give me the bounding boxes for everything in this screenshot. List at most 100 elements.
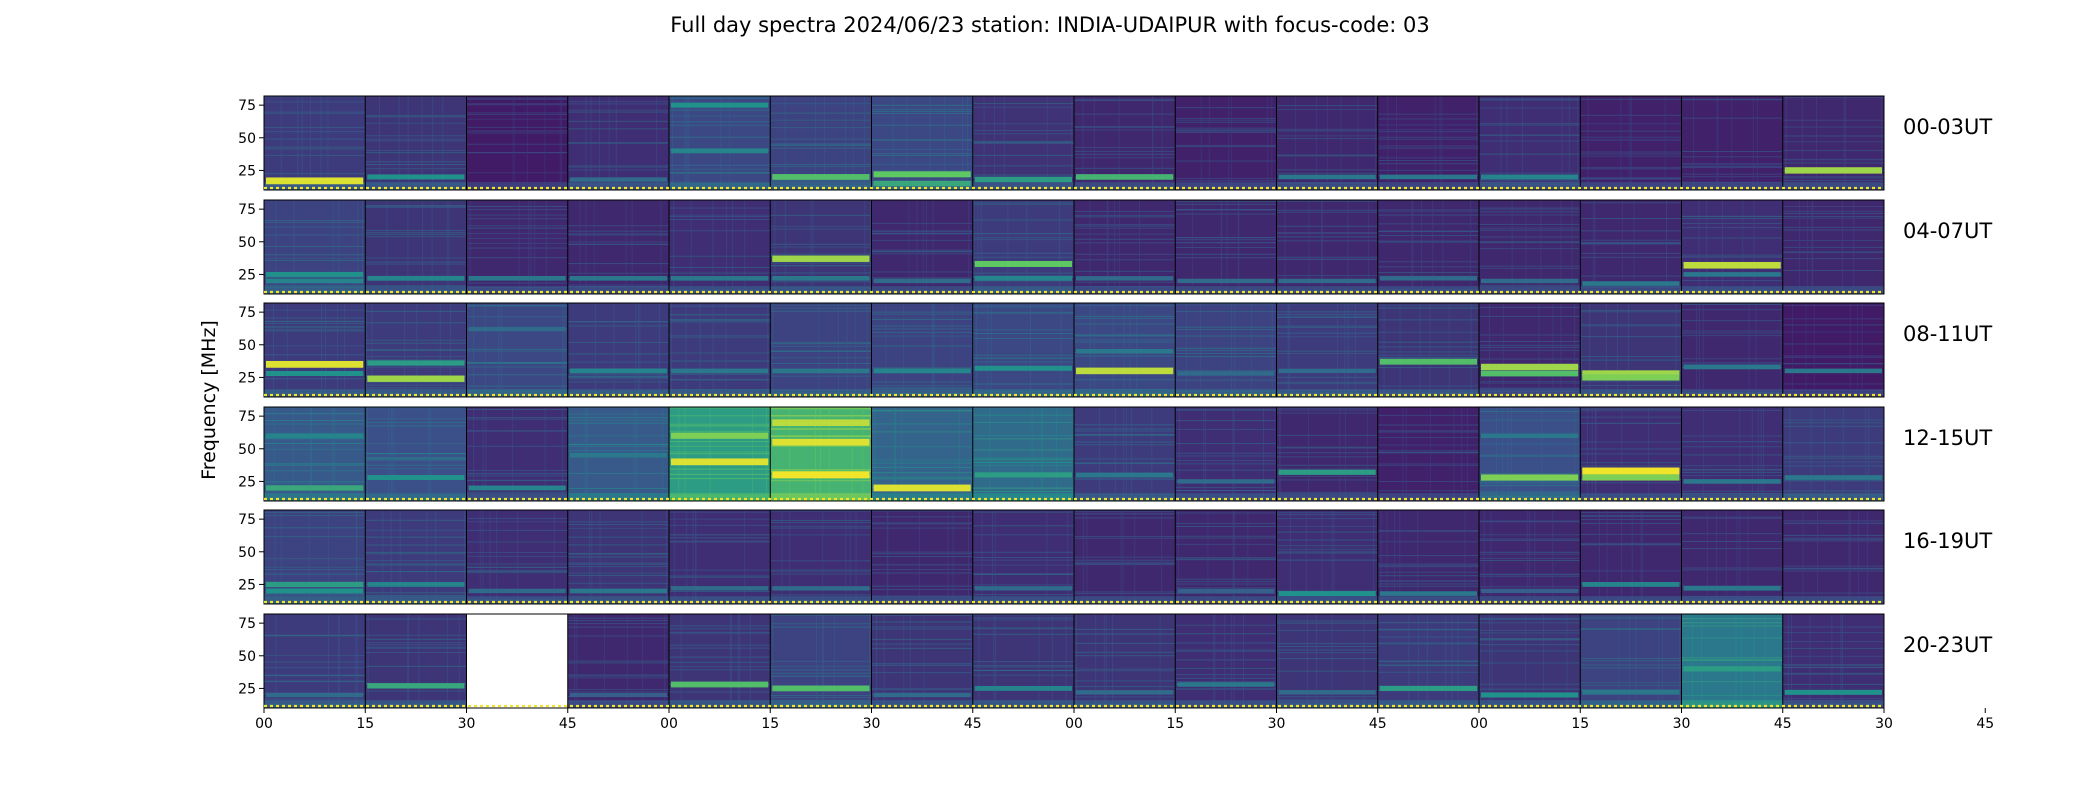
noise-line — [1107, 200, 1109, 294]
noise-line — [1529, 510, 1531, 604]
noise-line — [669, 314, 771, 316]
noise-line — [365, 359, 467, 361]
noise-line — [1276, 622, 1378, 624]
noise-line — [1134, 510, 1136, 604]
noise-line — [664, 614, 666, 708]
emission-band — [772, 276, 870, 281]
noise-line — [466, 551, 568, 553]
noise-line — [973, 200, 975, 294]
noise-line — [770, 181, 872, 183]
noise-line — [1479, 472, 1581, 474]
noise-line — [871, 595, 973, 597]
noise-line — [1305, 510, 1307, 604]
noise-line — [1479, 229, 1581, 231]
noise-line — [365, 519, 467, 521]
noise-line — [1479, 208, 1581, 210]
noise-line — [903, 303, 905, 397]
noise-line — [1620, 510, 1622, 604]
noise-line — [264, 322, 366, 324]
noise-line — [1479, 358, 1581, 360]
noise-line — [567, 325, 669, 327]
x-tick-label: 15 — [356, 716, 374, 732]
noise-line — [669, 511, 771, 513]
noise-line — [908, 200, 910, 294]
noise-line — [1055, 407, 1057, 501]
noise-line — [1552, 303, 1554, 397]
noise-line — [365, 553, 467, 555]
spectrum-panel — [264, 96, 366, 190]
noise-line — [730, 614, 732, 708]
noise-line — [1357, 96, 1359, 190]
panel-background — [1175, 96, 1277, 190]
noise-line — [567, 450, 669, 452]
noise-line — [1479, 683, 1581, 685]
noise-line — [871, 689, 973, 691]
noise-line — [625, 200, 627, 294]
emission-band — [1379, 276, 1477, 281]
noise-line — [1457, 614, 1459, 708]
noise-line — [1580, 218, 1682, 220]
noise-line — [1058, 200, 1060, 294]
noise-line — [1479, 650, 1581, 652]
noise-line — [466, 98, 568, 100]
noise-line — [1074, 591, 1176, 593]
spectrum-panel — [365, 303, 467, 397]
noise-line — [871, 431, 973, 433]
noise-line — [1344, 407, 1346, 501]
emission-band — [1481, 174, 1579, 180]
noise-line — [770, 435, 872, 437]
noise-line — [669, 445, 771, 447]
noise-line — [1543, 614, 1545, 708]
noise-line — [1367, 200, 1369, 294]
noise-line — [466, 233, 568, 235]
noise-line — [789, 510, 791, 604]
noise-line — [871, 124, 973, 126]
spectrum-panel — [1074, 510, 1176, 604]
noise-line — [1267, 96, 1269, 190]
noise-line — [1276, 232, 1378, 234]
noise-floor — [1782, 286, 1884, 294]
noise-line — [1502, 303, 1504, 397]
noise-line — [1175, 213, 1277, 215]
noise-line — [404, 303, 406, 397]
noise-line — [1230, 303, 1232, 397]
noise-line — [932, 303, 934, 397]
noise-line — [367, 614, 369, 708]
noise-line — [967, 510, 969, 604]
noise-line — [972, 272, 1074, 274]
noise-line — [1276, 614, 1278, 708]
noise-line — [1681, 256, 1783, 258]
noise-line — [526, 96, 528, 190]
noise-line — [1881, 96, 1883, 190]
spectrum-panel — [1580, 200, 1682, 294]
noise-line — [972, 106, 1074, 108]
noise-line — [567, 662, 669, 664]
noise-line — [466, 569, 568, 571]
noise-line — [1782, 205, 1884, 207]
noise-line — [892, 96, 894, 190]
noise-line — [1580, 543, 1682, 545]
noise-line — [1782, 632, 1884, 634]
noise-line — [1175, 146, 1277, 148]
noise-line — [1212, 614, 1214, 708]
x-tick-label: 30 — [458, 716, 476, 732]
noise-line — [972, 661, 1074, 663]
noise-line — [972, 202, 1074, 204]
noise-line — [1580, 462, 1682, 464]
noise-line — [1706, 510, 1708, 604]
noise-line — [669, 121, 771, 123]
noise-line — [1782, 158, 1884, 160]
noise-line — [1843, 96, 1845, 190]
panel-background — [1580, 303, 1682, 397]
noise-line — [669, 255, 771, 257]
noise-line — [466, 469, 568, 471]
spectrum-panel — [1681, 303, 1783, 397]
panel-background — [1580, 510, 1682, 604]
noise-floor — [972, 700, 1074, 708]
noise-line — [1276, 258, 1378, 260]
noise-line — [669, 168, 771, 170]
noise-line — [590, 96, 592, 190]
noise-floor — [1276, 286, 1378, 294]
noise-line — [365, 206, 467, 208]
noise-line — [432, 96, 434, 190]
